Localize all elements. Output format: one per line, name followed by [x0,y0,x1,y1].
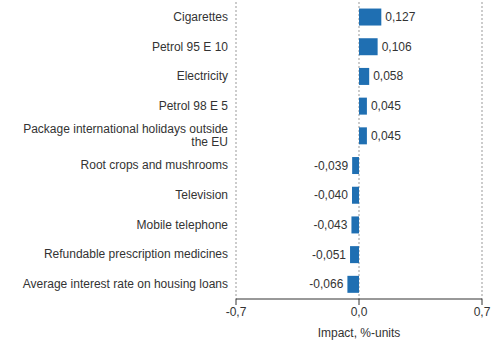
svg-text:Average interest rate on housi: Average interest rate on housing loans [23,277,228,291]
svg-text:0,045: 0,045 [371,99,401,113]
svg-text:Cigarettes: Cigarettes [173,10,228,24]
svg-text:Petrol 95 E 10: Petrol 95 E 10 [152,40,228,54]
svg-text:0,045: 0,045 [371,129,401,143]
svg-text:Mobile telephone: Mobile telephone [137,218,229,232]
svg-text:Television: Television [175,188,228,202]
svg-text:-0,043: -0,043 [313,218,347,232]
svg-text:-0,7: -0,7 [226,305,247,319]
svg-text:Refundable prescription medici: Refundable prescription medicines [44,247,228,261]
svg-text:0,7: 0,7 [474,305,491,319]
svg-text:-0,066: -0,066 [309,277,343,291]
svg-text:Electricity: Electricity [177,69,228,83]
svg-text:0,0: 0,0 [351,305,368,319]
svg-text:0,058: 0,058 [373,69,403,83]
svg-text:-0,039: -0,039 [314,159,348,173]
svg-text:0,127: 0,127 [385,10,415,24]
svg-text:-0,051: -0,051 [312,248,346,262]
svg-text:0,106: 0,106 [382,40,412,54]
svg-text:Package international holidays: Package international holidays outsideth… [23,122,228,149]
svg-text:Root crops and mushrooms: Root crops and mushrooms [81,158,228,172]
svg-text:-0,040: -0,040 [314,188,348,202]
svg-text:Impact, %-units: Impact, %-units [318,326,401,340]
svg-text:Petrol 98 E 5: Petrol 98 E 5 [159,99,229,113]
